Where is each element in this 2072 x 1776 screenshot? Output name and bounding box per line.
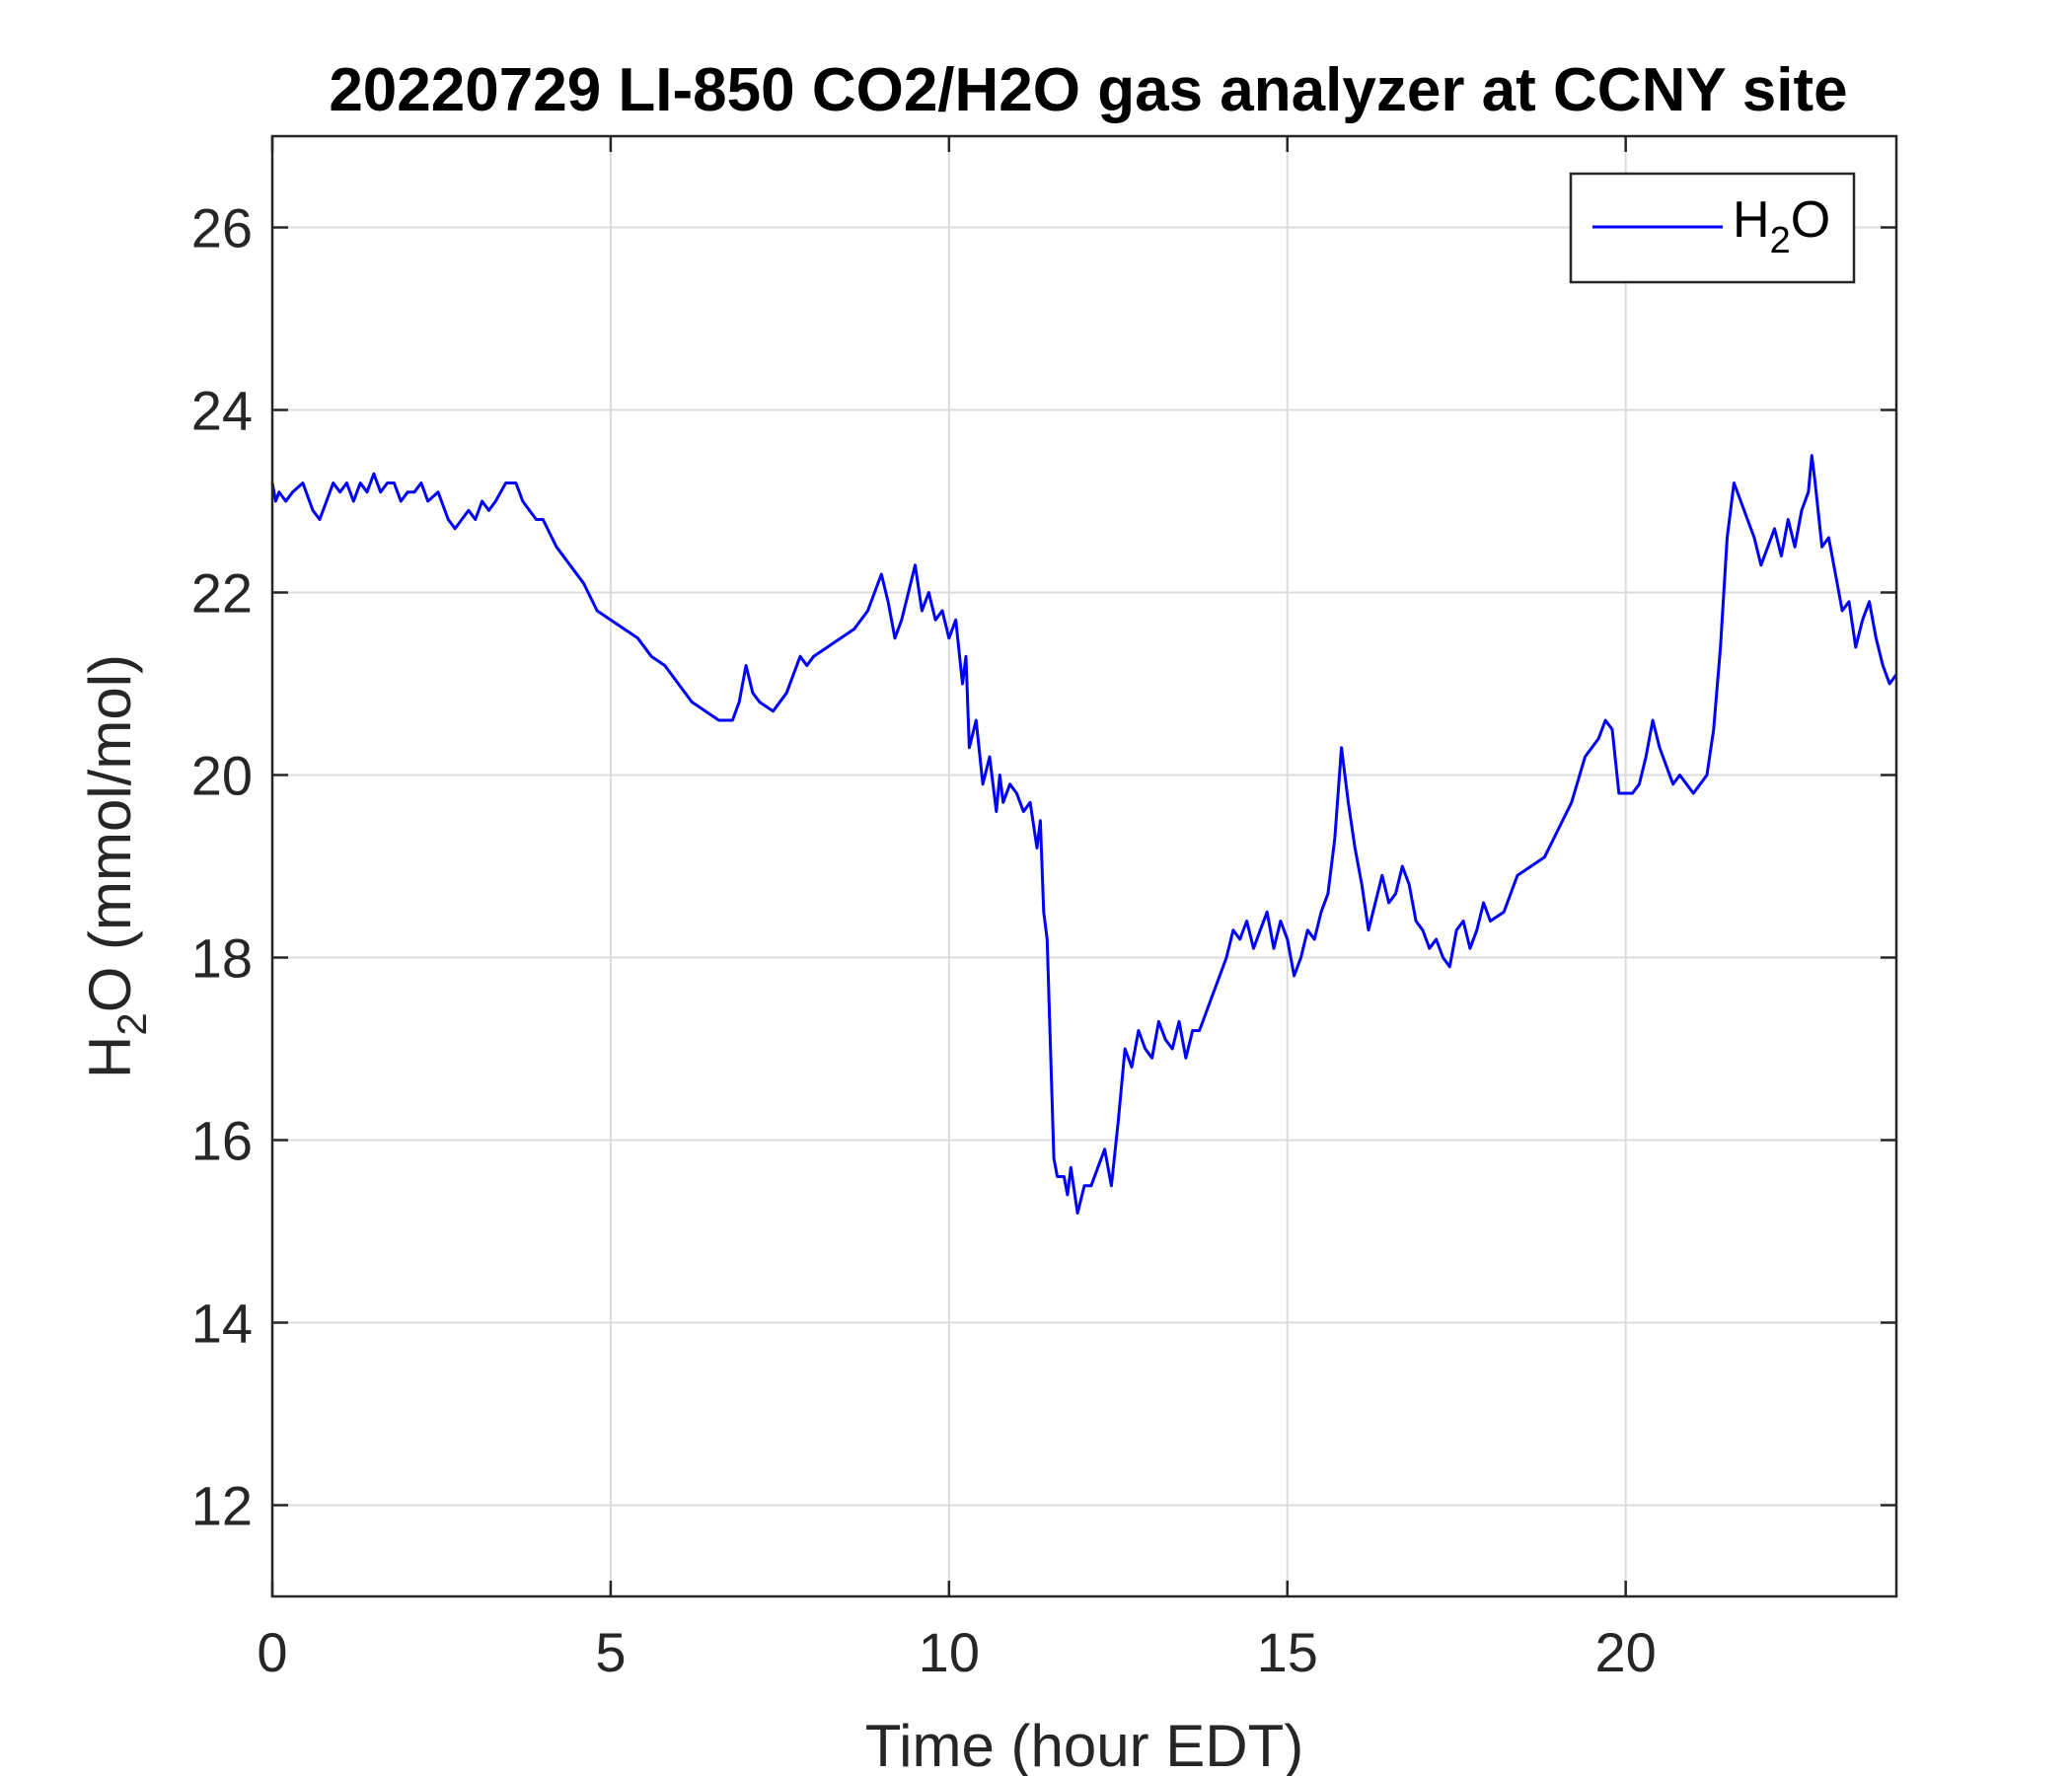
- legend-label-subscript: 2: [1770, 220, 1791, 261]
- legend-label: H2O: [1733, 191, 1830, 261]
- y-tick-label: 26: [191, 197, 253, 259]
- y-tick-label: 16: [191, 1110, 253, 1172]
- x-tick-label: 10: [919, 1621, 980, 1683]
- tick-marks: [270, 136, 1896, 1596]
- y-tick-label: 24: [191, 380, 253, 442]
- series-layer: [270, 454, 1898, 1215]
- y-label-rest: O (mmol/mol): [77, 654, 143, 1012]
- y-label-h: H: [77, 1036, 143, 1078]
- plot-area: [272, 136, 1896, 1596]
- grid-lines: [272, 136, 1896, 1596]
- y-tick-labels: 12 14 16 18 20 22 24 26: [191, 197, 253, 1537]
- y-tick-label: 22: [191, 562, 253, 625]
- y-axis-label: H2O (mmol/mol): [77, 654, 155, 1078]
- y-tick-label: 18: [191, 927, 253, 990]
- y-tick-label: 14: [191, 1293, 253, 1355]
- legend-label-rest: O: [1791, 191, 1830, 249]
- x-axis-label: Time (hour EDT): [865, 1713, 1304, 1776]
- x-tick-label: 15: [1257, 1621, 1318, 1683]
- h2o-series-line: [270, 454, 1898, 1215]
- y-label-subscript: 2: [109, 1012, 155, 1035]
- x-tick-label: 0: [257, 1621, 287, 1683]
- plot-frame: [270, 134, 1898, 1598]
- x-tick-label: 20: [1595, 1621, 1657, 1683]
- y-tick-label: 20: [191, 745, 253, 807]
- chart-title: 20220729 LI-850 CO2/H2O gas analyzer at …: [329, 56, 1847, 124]
- y-tick-label: 12: [191, 1475, 253, 1537]
- legend-label-h: H: [1733, 191, 1770, 249]
- x-tick-label: 5: [595, 1621, 626, 1683]
- x-tick-labels: 0 5 10 15 20: [257, 1621, 1656, 1683]
- legend: H2O: [1569, 172, 1856, 284]
